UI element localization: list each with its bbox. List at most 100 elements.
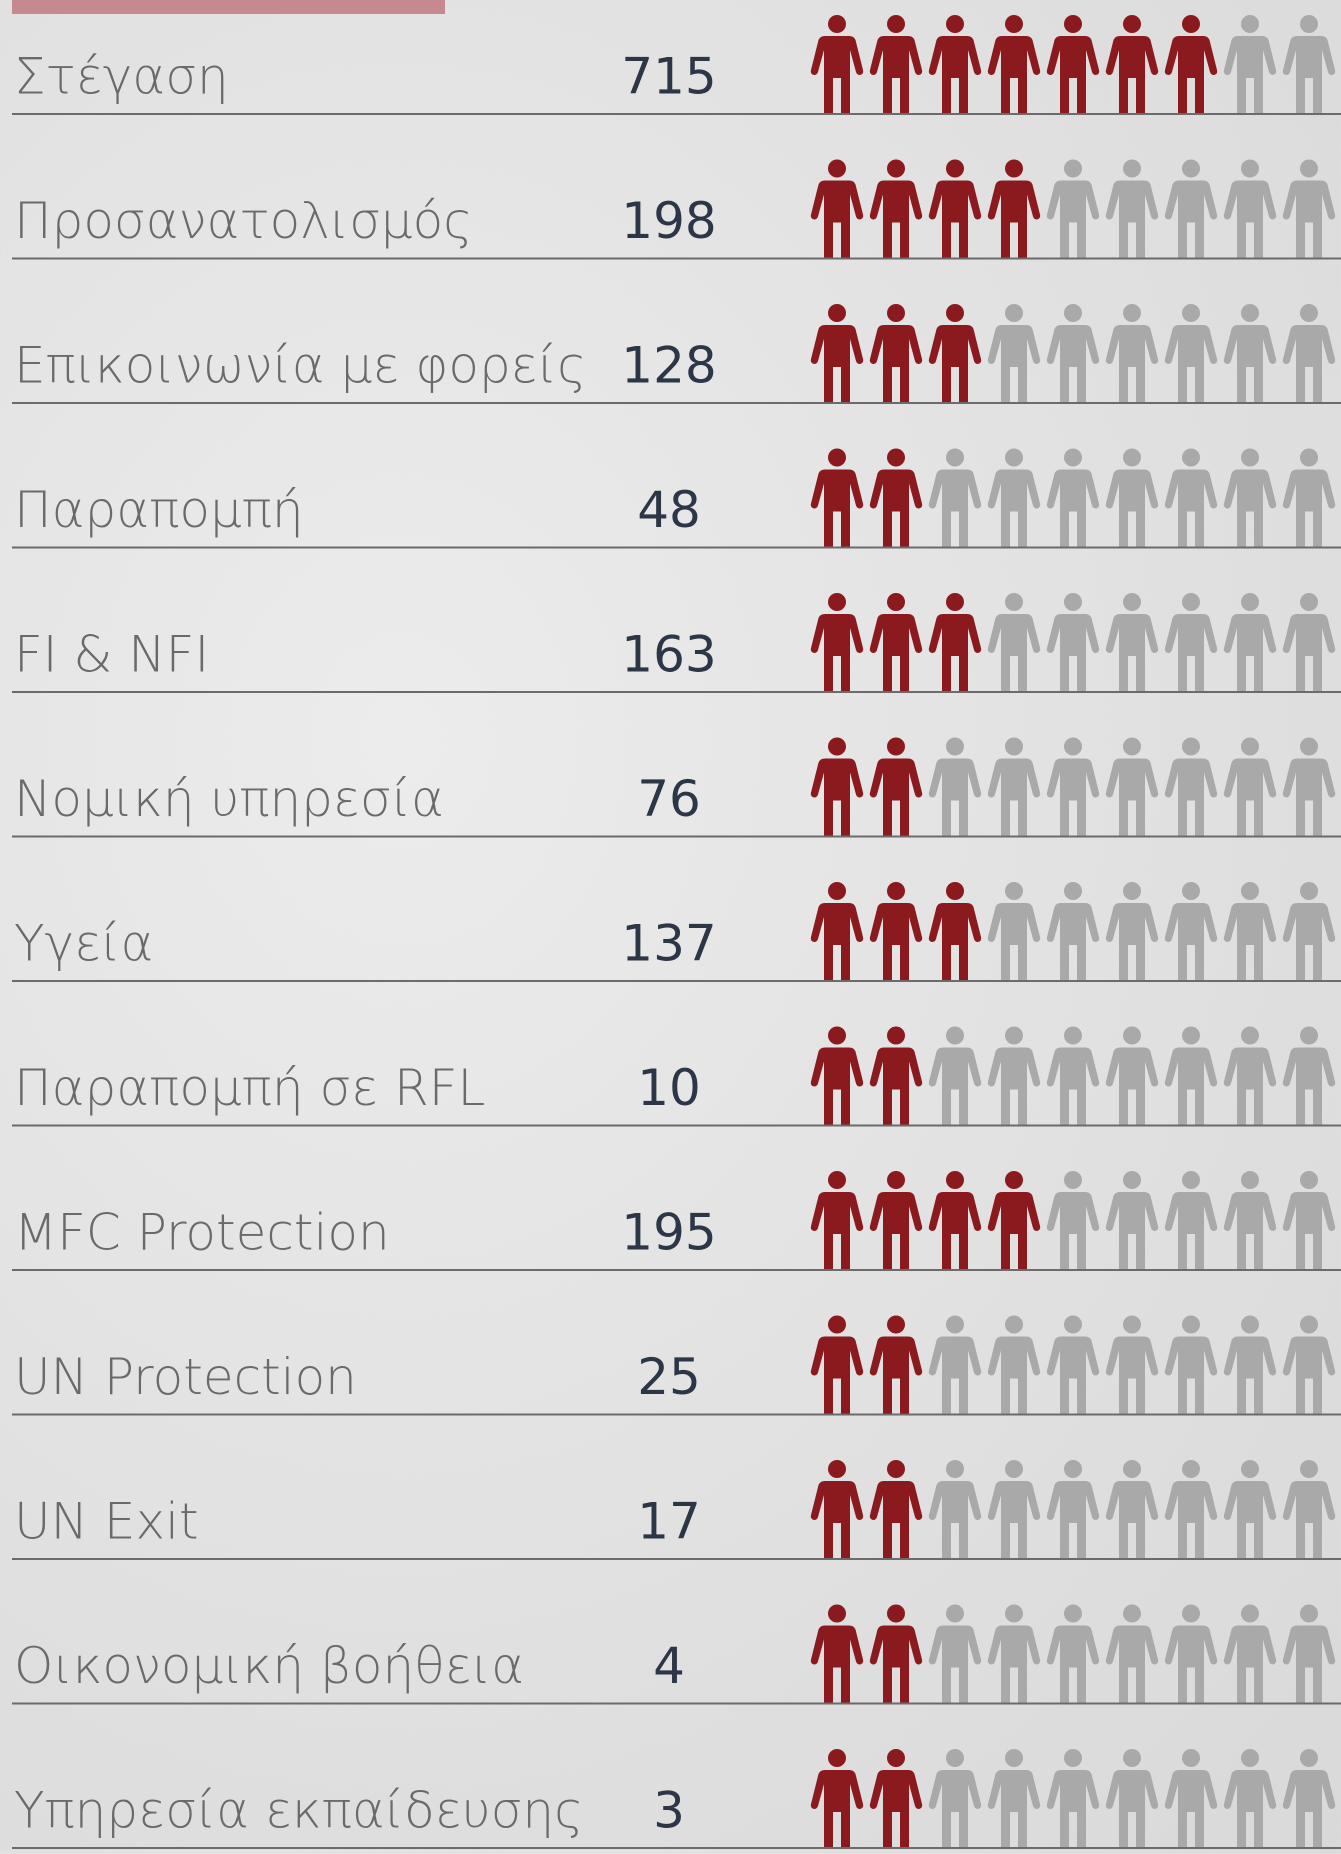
icon-head bbox=[1182, 1749, 1200, 1767]
icon-body bbox=[1046, 614, 1100, 692]
icon-head bbox=[887, 882, 905, 900]
icon-body bbox=[928, 1047, 982, 1126]
person-icon bbox=[1046, 1315, 1100, 1415]
icon-body bbox=[869, 1481, 923, 1559]
icon-body bbox=[987, 1336, 1041, 1415]
person-icon bbox=[810, 15, 864, 114]
person-icon bbox=[1223, 1460, 1277, 1559]
row-value: 4 bbox=[653, 1637, 685, 1695]
row-value: 3 bbox=[653, 1782, 685, 1840]
icon-body bbox=[1046, 325, 1100, 403]
icon-head bbox=[1005, 448, 1023, 467]
icon-body bbox=[987, 614, 1041, 692]
icon-head bbox=[1123, 1315, 1141, 1334]
person-icon bbox=[810, 448, 864, 548]
icon-body bbox=[1223, 758, 1277, 837]
icon-body bbox=[1046, 1336, 1100, 1415]
person-icon bbox=[928, 304, 982, 403]
icon-body bbox=[1164, 325, 1218, 403]
icon-head bbox=[1182, 882, 1200, 900]
person-icon bbox=[928, 593, 982, 692]
row-value: 25 bbox=[637, 1348, 701, 1406]
person-icon bbox=[1282, 1171, 1336, 1270]
icon-body bbox=[987, 180, 1041, 259]
icon-body bbox=[1046, 36, 1100, 114]
person-icon bbox=[1282, 15, 1336, 114]
row-label: Επικοινωνία με φορείς bbox=[14, 337, 586, 395]
icon-head bbox=[1064, 1171, 1082, 1189]
icon-head bbox=[946, 159, 964, 178]
icon-body bbox=[1223, 469, 1277, 548]
icon-body bbox=[1282, 903, 1336, 981]
icon-head bbox=[1241, 737, 1259, 756]
row-label: Οικονομική βοήθεια bbox=[14, 1637, 524, 1695]
icon-head bbox=[1005, 159, 1023, 178]
icon-body bbox=[810, 1770, 864, 1848]
icon-body bbox=[1223, 325, 1277, 403]
icon-body bbox=[1164, 1192, 1218, 1270]
icon-head bbox=[1064, 737, 1082, 756]
icon-head bbox=[1241, 159, 1259, 178]
person-icon bbox=[1223, 593, 1277, 692]
icon-head bbox=[1182, 1171, 1200, 1189]
icon-body bbox=[1223, 1192, 1277, 1270]
icon-head bbox=[946, 1604, 964, 1623]
person-icon bbox=[1223, 737, 1277, 837]
row-value: 76 bbox=[637, 770, 701, 828]
icon-body bbox=[869, 758, 923, 837]
person-icon bbox=[869, 1460, 923, 1559]
person-icon bbox=[1105, 1749, 1159, 1848]
row-label: Νομική υπηρεσία bbox=[14, 770, 444, 828]
icon-body bbox=[1046, 469, 1100, 548]
row-value: 195 bbox=[621, 1204, 716, 1262]
person-icon bbox=[928, 1171, 982, 1270]
icon-head bbox=[1064, 1460, 1082, 1478]
icon-head bbox=[1182, 159, 1200, 178]
person-icon bbox=[928, 1026, 982, 1126]
icon-body bbox=[928, 1336, 982, 1415]
icon-head bbox=[946, 304, 964, 322]
icon-head bbox=[1005, 1604, 1023, 1623]
icon-body bbox=[1046, 1770, 1100, 1848]
person-icon bbox=[987, 1171, 1041, 1270]
person-icon bbox=[1105, 1604, 1159, 1704]
icon-body bbox=[1223, 903, 1277, 981]
person-icon bbox=[869, 1315, 923, 1415]
icon-head bbox=[946, 1315, 964, 1334]
person-icon bbox=[1223, 1315, 1277, 1415]
person-icon bbox=[1223, 159, 1277, 259]
icon-body bbox=[810, 1047, 864, 1126]
icon-body bbox=[869, 325, 923, 403]
icon-body bbox=[928, 1770, 982, 1848]
icon-body bbox=[810, 1192, 864, 1270]
icon-body bbox=[810, 469, 864, 548]
icon-body bbox=[1223, 1625, 1277, 1704]
person-icon bbox=[1105, 882, 1159, 981]
icon-body bbox=[987, 1192, 1041, 1270]
person-icon bbox=[1105, 159, 1159, 259]
icon-body bbox=[928, 469, 982, 548]
icon-body bbox=[1105, 1047, 1159, 1126]
person-icon bbox=[869, 1749, 923, 1848]
icon-head bbox=[1123, 1604, 1141, 1623]
icon-body bbox=[1282, 614, 1336, 692]
icon-body bbox=[810, 325, 864, 403]
icon-body bbox=[869, 1047, 923, 1126]
person-icon bbox=[1046, 448, 1100, 548]
person-icon bbox=[1105, 304, 1159, 403]
row-label: FI & NFI bbox=[14, 626, 209, 684]
icon-head bbox=[1241, 1749, 1259, 1767]
icon-head bbox=[887, 1171, 905, 1189]
icon-head bbox=[1241, 304, 1259, 322]
icon-body bbox=[1164, 1625, 1218, 1704]
icon-body bbox=[1046, 903, 1100, 981]
person-icon bbox=[1282, 304, 1336, 403]
icon-body bbox=[869, 1625, 923, 1704]
icon-body bbox=[1164, 469, 1218, 548]
person-icon bbox=[810, 159, 864, 259]
person-icon bbox=[1046, 159, 1100, 259]
icon-body bbox=[869, 1192, 923, 1270]
icon-head bbox=[1064, 304, 1082, 322]
icon-body bbox=[1164, 614, 1218, 692]
icon-head bbox=[828, 304, 846, 322]
